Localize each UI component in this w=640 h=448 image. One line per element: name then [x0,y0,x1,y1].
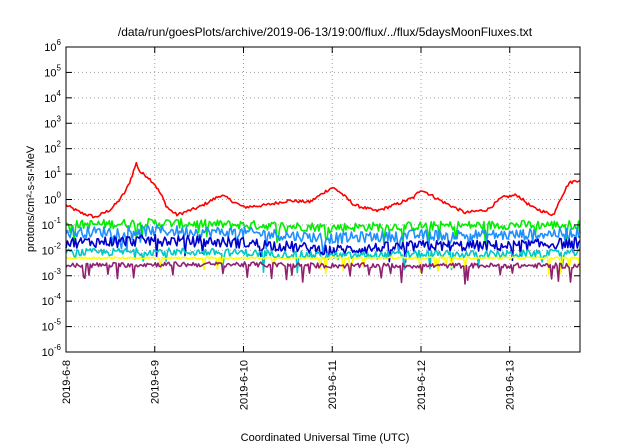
x-tick-label: 2019-6-10 [238,360,250,410]
series-line-1 [65,161,581,219]
series-line-6 [65,256,581,276]
x-axis-label: Coordinated Universal Time (UTC) [241,432,410,444]
y-tick-label: 103 [44,114,61,130]
y-tick-label: 100 [44,191,61,207]
y-tick-label: 101 [44,165,61,181]
chart-title: /data/run/goesPlots/archive/2019-06-13/1… [118,25,533,39]
x-tick-label: 2019-6-13 [505,360,517,410]
x-tick-label: 2019-6-12 [416,360,428,410]
y-tick-label: 105 [44,63,61,79]
y-tick-label: 10-2 [42,241,62,257]
y-tick-label: 10-1 [42,216,62,232]
x-tick-label: 2019-6-8 [61,360,73,404]
series-line-7 [65,261,581,285]
y-tick-label: 10-6 [42,343,62,359]
y-tick-label: 10-3 [42,267,62,283]
series-line-4 [65,233,581,263]
x-tick-label: 2019-6-11 [327,360,339,409]
series-line-2 [65,217,581,248]
y-tick-label: 10-5 [42,318,62,334]
y-tick-label: 106 [44,38,61,54]
x-tick-label: 2019-6-9 [150,360,162,404]
grid-lines [66,47,580,352]
y-tick-label: 10-4 [42,292,62,308]
y-axis-label: protons/cm²-s-sr-MeV [25,145,37,252]
y-tick-label: 104 [44,89,61,105]
x-axis-ticks: 2019-6-8 2019-6-9 2019-6-10 2019-6-11 2019-6… [61,47,517,410]
data-series [65,161,581,285]
y-tick-label: 102 [44,140,61,156]
